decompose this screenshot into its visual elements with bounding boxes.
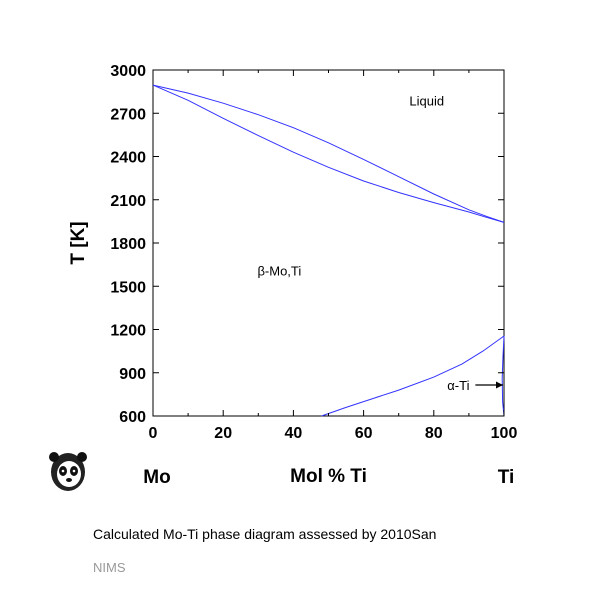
panda-logo-icon — [48, 450, 88, 494]
x-tick-label: 80 — [425, 425, 443, 442]
x-tick-label: 60 — [355, 425, 373, 442]
y-tick-label: 600 — [119, 409, 146, 426]
x-tick-label: 40 — [285, 425, 303, 442]
phase-boundary-line-2 — [152, 84, 505, 223]
y-axis-title: T [K] — [68, 221, 89, 264]
plot-frame — [152, 69, 505, 417]
region-label-2: β-Mo,Ti — [257, 263, 301, 278]
x-tick-label: 20 — [214, 425, 232, 442]
y-tick-label: 2400 — [110, 150, 146, 167]
phase-boundary-line-1 — [152, 84, 505, 223]
region-label-1: Liquid — [409, 93, 444, 108]
figure-caption: Calculated Mo-Ti phase diagram assessed … — [93, 526, 437, 542]
region-label-3: α-Ti — [447, 378, 469, 393]
x-left-end-label: Mo — [143, 467, 170, 488]
y-tick-label: 2100 — [110, 193, 146, 210]
arrow-head-icon — [496, 381, 503, 389]
x-tick-label: 0 — [149, 425, 158, 442]
x-tick-label: 100 — [491, 425, 518, 442]
credit-text: NIMS — [93, 560, 126, 575]
y-tick-label: 1800 — [110, 236, 146, 253]
phase-diagram: 600 900 1200 1500 1800 2100 2400 2700 3000 0 20 40 6… — [68, 63, 518, 488]
y-tick-label: 2700 — [110, 106, 146, 123]
x-axis-title: Mol % Ti — [290, 466, 367, 487]
y-tick-label: 3000 — [110, 63, 146, 80]
y-tick-label: 1200 — [110, 323, 146, 340]
x-right-end-label: Ti — [498, 467, 515, 488]
phase-boundary-line-3 — [321, 335, 505, 417]
phase-boundary-line-4 — [501, 335, 505, 417]
y-tick-label: 1500 — [110, 279, 146, 296]
y-tick-label: 900 — [119, 366, 146, 383]
